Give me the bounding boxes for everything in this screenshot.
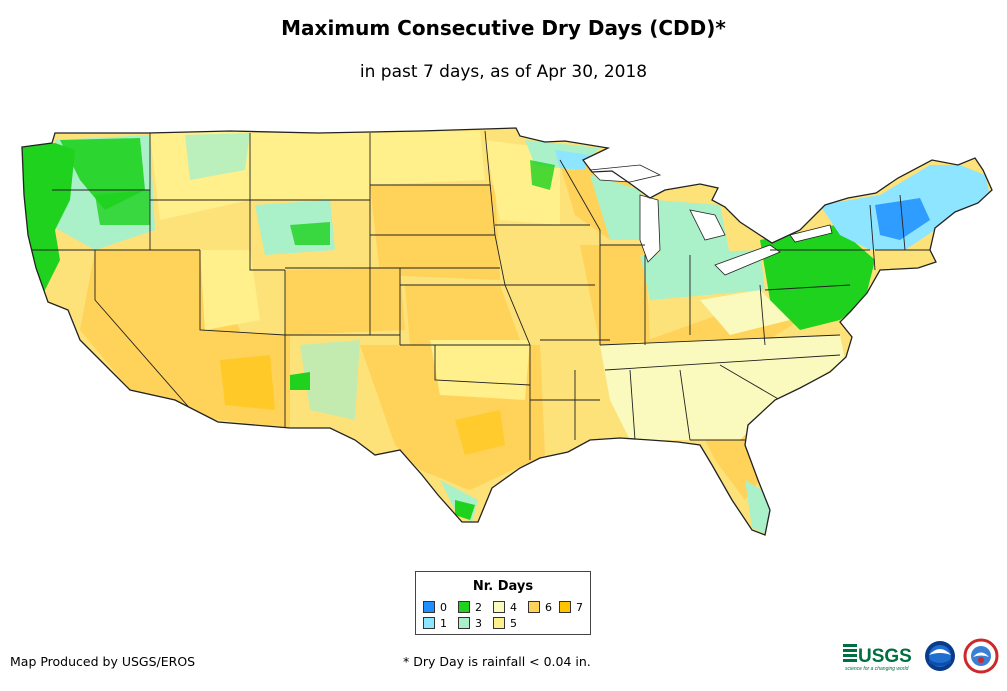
dry-day-zones (22, 131, 990, 535)
legend-label-7: 7 (576, 601, 583, 614)
border-ms-al (629, 369, 636, 441)
zone-2-texas-tip (455, 500, 475, 520)
zone-2-new-mexico-patch (290, 372, 310, 390)
lake-ontario (789, 224, 833, 243)
zone-4-southeast (600, 335, 845, 440)
legend-swatch-1 (423, 617, 435, 629)
legend-item-6: 6 (528, 601, 552, 614)
zone-2-minnesota-arrowhead (530, 160, 555, 190)
zone-4-virginia (700, 290, 790, 335)
zone-7-arizona (220, 355, 275, 410)
legend-item-7: 7 (559, 601, 583, 614)
legend-swatch-3 (458, 617, 470, 629)
map-title: Maximum Consecutive Dry Days (CDD)* (281, 16, 726, 40)
legend-swatch-6 (528, 601, 540, 613)
border-al-ga (679, 369, 691, 441)
zone-3-michigan-up (590, 175, 650, 240)
border-tn-ky (599, 334, 841, 346)
border-oh-wv (759, 284, 766, 346)
zone-5-oklahoma (430, 340, 530, 400)
legend-label-2: 2 (475, 601, 482, 614)
legend-item-1: 1 (423, 617, 447, 630)
border-tn-south (604, 354, 841, 371)
border-vt-nh (899, 194, 906, 251)
usgs-wordmark: USGS (858, 646, 912, 667)
legend-swatch-7 (559, 601, 571, 613)
zone-2-washington (60, 138, 145, 210)
lake-superior (589, 164, 662, 183)
border-mt-wy (249, 133, 370, 201)
border-id-wy-ut (249, 200, 285, 271)
zone-3-new-mexico (300, 340, 360, 420)
legend-item-5: 5 (493, 617, 517, 630)
zone-6-kansas (405, 285, 520, 345)
legend-swatch-4 (493, 601, 505, 613)
zone-2-pennsylvania-ny (760, 225, 875, 330)
zone-5-utah (200, 250, 260, 330)
legend-label-4: 4 (510, 601, 517, 614)
legend-swatch-5 (493, 617, 505, 629)
legend-swatch-0 (423, 601, 435, 613)
legend-label-5: 5 (510, 617, 517, 630)
border-ny-vt (869, 204, 876, 271)
border-ga-sc (719, 364, 781, 401)
dry-day-footnote: * Dry Day is rainfall < 0.04 in. (403, 654, 591, 669)
zone-6-colorado (285, 268, 405, 335)
legend-label-0: 0 (440, 601, 447, 614)
border-ok-tx (434, 345, 531, 386)
border-pa-md (764, 284, 851, 291)
legend-label-6: 6 (545, 601, 552, 614)
zone-5-montana (250, 131, 370, 200)
zone-2-pacific-coast (22, 143, 75, 300)
zone-6-nebraska-sd (370, 185, 500, 280)
zone-2-oregon (95, 190, 150, 225)
zone-5-north-dakota (370, 131, 485, 185)
zone-2-wyoming-patch (290, 222, 330, 245)
lake-huron (689, 209, 726, 241)
legend-swatch-2 (458, 601, 470, 613)
map-subtitle: in past 7 days, as of Apr 30, 2018 (359, 62, 648, 82)
zone-1-lake-superior-shore (555, 150, 590, 170)
usgs-tagline: science for a changing world (845, 666, 909, 672)
legend-item-4: 4 (493, 601, 517, 614)
great-lakes (589, 164, 833, 276)
border-ca-nv (94, 250, 201, 421)
zone-7-texas (455, 410, 505, 455)
agency-logos: USGS science for a changing world (843, 638, 999, 674)
legend: Nr. Days 0 1 2 3 4 5 6 7 (415, 571, 591, 635)
lake-erie (714, 244, 781, 276)
usgs-wave-icon (843, 644, 857, 662)
usgs-logo[interactable]: USGS science for a changing world (843, 644, 912, 672)
noaa-emblem-icon[interactable] (925, 641, 955, 671)
legend-label-1: 1 (440, 617, 447, 630)
border-nv-ut-az (199, 250, 286, 336)
nws-emblem-icon[interactable] (963, 638, 999, 674)
legend-item-3: 3 (458, 617, 482, 630)
legend-item-2: 2 (458, 601, 482, 614)
legend-title: Nr. Days (472, 579, 534, 594)
zone-6-illinois (580, 245, 650, 345)
producer-credit: Map Produced by USGS/EROS (10, 654, 196, 669)
border-wi-il (559, 159, 601, 345)
state-borders (30, 130, 935, 460)
legend-item-0: 0 (423, 601, 447, 614)
zone-3-idaho (185, 133, 250, 180)
legend-label-3: 3 (475, 617, 482, 630)
